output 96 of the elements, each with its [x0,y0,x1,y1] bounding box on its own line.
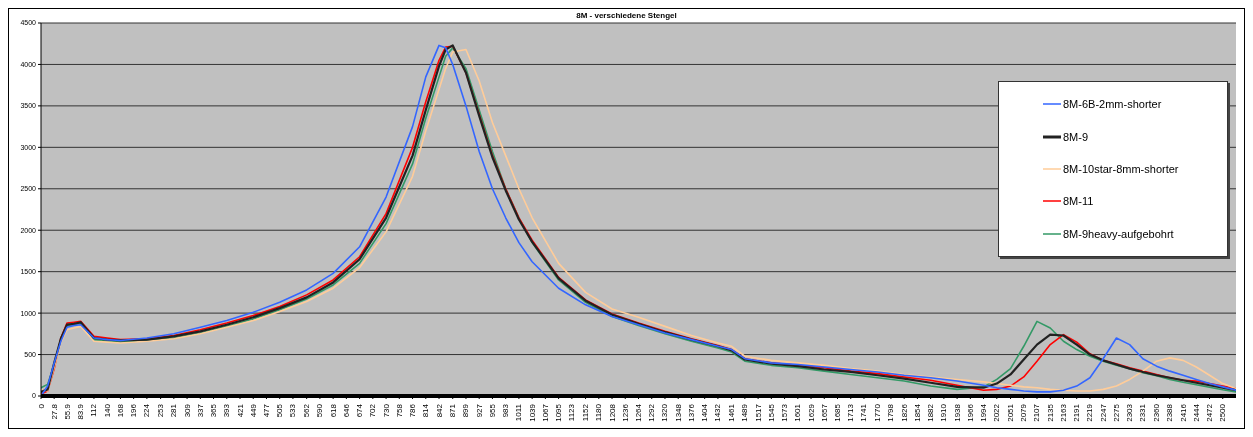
x-tick-label: 1404 [700,403,710,422]
x-tick-label: 730 [381,403,391,418]
x-tick-label: 618 [328,403,338,418]
x-tick-label: 758 [394,403,404,418]
legend-label: 8M-6B-2mm-shorter [1063,98,1162,111]
legend-label: 8M-11 [1063,195,1094,208]
x-tick-label: 2022 [992,403,1002,422]
x-tick-label: 1938 [952,403,962,422]
chart-title: 8M - verschiedene Stengel [575,11,678,20]
x-tick-label: 1348 [673,403,683,422]
x-tick-label: 674 [355,403,365,418]
x-tick-label: 2388 [1165,403,1175,422]
x-tick-label: 533 [288,403,298,418]
x-tick-label: 871 [448,403,458,418]
x-tick-label: 1320 [660,403,670,422]
x-tick-label: 983 [501,403,511,418]
x-tick-label: 899 [461,403,471,418]
x-tick-label: 1039 [527,403,537,422]
x-tick-label: 1461 [727,403,737,422]
x-tick-label: 1011 [514,403,524,422]
x-tick-label: 1657 [819,403,829,422]
x-tick-label: 2135 [1045,403,1055,422]
x-tick-label: 224 [142,403,152,418]
x-tick-label: 1489 [740,403,750,422]
x-tick-label: 281 [169,403,179,418]
x-tick-label: 955 [487,403,497,418]
x-tick-label: 112 [89,403,99,417]
x-tick-label: 2416 [1178,403,1188,422]
x-tick-label: 2163 [1058,403,1068,422]
x-tick-label: 1180 [594,403,604,422]
x-tick-label: 1854 [912,403,922,422]
x-tick-label: 1601 [793,403,803,422]
x-tick-label: 2051 [1006,403,1016,422]
x-tick-label: 2079 [1019,403,1029,422]
x-tick-label: 1770 [873,403,883,422]
x-tick-label: 2275 [1111,403,1121,422]
x-tick-label: 590 [315,403,325,418]
x-tick-label: 1123 [567,403,577,422]
x-tick-label: 1545 [766,403,776,422]
x-tick-label: 1798 [886,403,896,422]
x-tick-label: 1517 [753,403,763,422]
x-tick-label: 842 [434,403,444,418]
x-tick-label: 309 [182,403,192,418]
x-tick-label: 1685 [833,403,843,422]
x-tick-label: 562 [302,403,312,418]
x-tick-label: 337 [195,403,205,418]
x-tick-label: 646 [341,403,351,418]
x-tick-label: 477 [261,403,271,418]
x-tick-label: 1882 [926,403,936,422]
x-tick-label: 2500 [1218,403,1228,422]
x-tick-label: 1095 [554,403,564,422]
x-tick-label: 421 [235,403,245,418]
x-tick-label: 1208 [607,403,617,422]
x-tick-label: 1236 [620,403,630,422]
x-tick-label: 253 [156,403,166,418]
x-tick-label: 140 [102,403,112,418]
x-tick-label: 27.8 [49,403,59,420]
x-tick-label: 2472 [1205,403,1215,422]
x-tick-label: 1713 [846,403,856,422]
x-tick-label: 1067 [540,403,550,422]
x-tick-label: 2360 [1152,403,1162,422]
x-tick-label: 449 [248,403,258,418]
x-tick-label: 2219 [1085,403,1095,422]
x-tick-label: 505 [275,403,285,418]
x-tick-label: 1292 [647,403,657,422]
x-tick-label: 2444 [1191,403,1201,422]
x-tick-label: 1741 [859,403,869,422]
x-tick-label: 2191 [1072,403,1082,422]
legend-label: 8M-10star-8mm-shorter [1063,162,1179,175]
legend-label: 8M-9 [1063,130,1089,143]
x-tick-label: 196 [129,403,139,418]
x-tick-label: 168 [115,403,125,418]
x-tick-label: 1152 [581,403,591,422]
legend-label: 8M-9heavy-aufgebohrt [1063,227,1174,240]
x-tick-label: 2331 [1138,403,1148,422]
x-tick-label: 1910 [939,403,949,422]
x-tick-label: 2247 [1098,403,1108,422]
x-tick-label: 1376 [686,403,696,422]
x-tick-label: 1573 [780,403,790,422]
x-tick-label: 1629 [806,403,816,422]
x-tick-label: 814 [421,403,431,418]
x-tick-label: 365 [209,403,219,418]
x-tick-label: 1966 [965,403,975,422]
x-tick-label: 2303 [1125,403,1135,422]
x-tick-label: 0 [36,403,46,409]
x-tick-label: 927 [474,403,484,418]
x-tick-label: 2107 [1032,403,1042,422]
x-tick-label: 83.9 [76,403,86,420]
x-tick-label: 1994 [979,403,989,422]
x-tick-label: 786 [408,403,418,418]
x-tick-label: 1826 [899,403,909,422]
x-tick-label: 55.9 [62,403,72,420]
x-tick-label: 393 [222,403,232,418]
x-tick-label: 1264 [634,403,643,422]
x-tick-label: 1432 [713,403,723,422]
x-tick-label: 702 [368,403,378,418]
